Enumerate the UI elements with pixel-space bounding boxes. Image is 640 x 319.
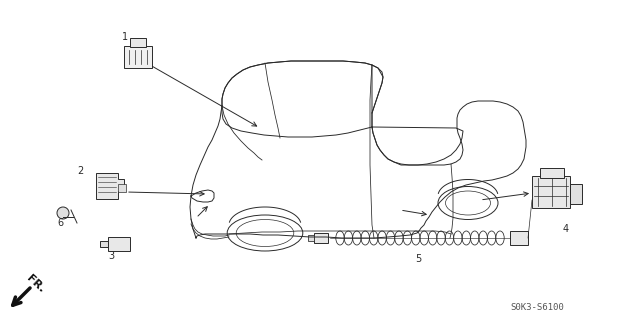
Text: 3: 3 [108, 251, 114, 261]
Circle shape [57, 207, 69, 219]
Polygon shape [96, 173, 124, 199]
FancyBboxPatch shape [124, 46, 152, 68]
FancyBboxPatch shape [314, 233, 328, 243]
Text: 2: 2 [77, 166, 83, 176]
FancyBboxPatch shape [108, 237, 130, 251]
Text: 4: 4 [563, 224, 569, 234]
Text: S0K3-S6100: S0K3-S6100 [510, 303, 564, 312]
FancyBboxPatch shape [532, 176, 570, 208]
Text: FR.: FR. [25, 273, 47, 294]
FancyBboxPatch shape [118, 184, 126, 192]
FancyBboxPatch shape [130, 38, 146, 47]
FancyBboxPatch shape [308, 235, 314, 241]
Text: 6: 6 [57, 218, 63, 228]
FancyBboxPatch shape [540, 168, 564, 178]
Text: 1: 1 [122, 32, 128, 42]
FancyBboxPatch shape [570, 184, 582, 204]
Text: 5: 5 [415, 254, 421, 264]
FancyBboxPatch shape [510, 231, 528, 245]
FancyBboxPatch shape [100, 241, 108, 247]
